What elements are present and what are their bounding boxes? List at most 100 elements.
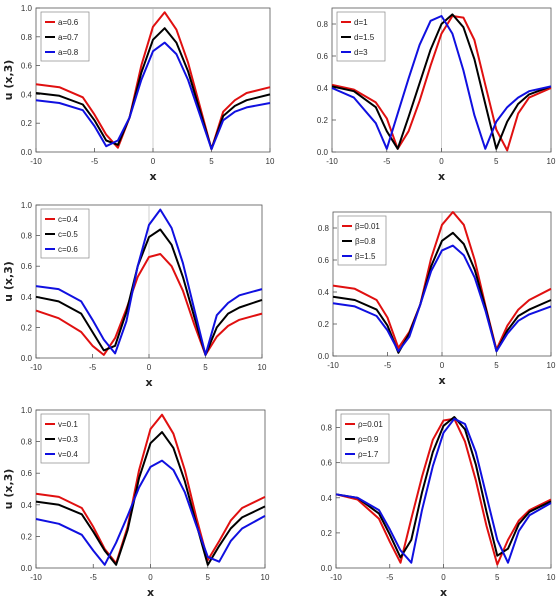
x-tick-label: 5 bbox=[494, 157, 499, 166]
y-axis-label: u (x,3) bbox=[2, 60, 15, 101]
x-tick-label: 0 bbox=[147, 363, 152, 372]
legend-label: v=0.4 bbox=[58, 450, 78, 459]
x-tick-label: -10 bbox=[327, 361, 339, 370]
x-tick-label: -5 bbox=[383, 157, 391, 166]
y-tick-label: 0.8 bbox=[21, 438, 33, 447]
series-line-3 bbox=[331, 15, 552, 150]
y-tick-label: 0.4 bbox=[21, 501, 33, 510]
series-line-1 bbox=[35, 413, 266, 565]
x-tick-label: -5 bbox=[91, 157, 99, 166]
series-line-3 bbox=[35, 459, 266, 566]
series-line-1 bbox=[35, 253, 263, 356]
x-tick-label: 5 bbox=[495, 573, 500, 582]
y-tick-label: 1.0 bbox=[21, 4, 33, 13]
y-tick-label: 0.4 bbox=[317, 84, 329, 93]
x-tick-label: -10 bbox=[326, 157, 338, 166]
y-tick-label: 0.8 bbox=[321, 424, 333, 433]
y-tick-label: 0.2 bbox=[317, 116, 329, 125]
legend-label: d=3 bbox=[354, 48, 368, 57]
y-tick-label: 0.6 bbox=[21, 62, 33, 71]
x-axis-label: x bbox=[440, 586, 447, 599]
y-axis-label: u (x,3) bbox=[2, 469, 15, 510]
y-tick-label: 0.8 bbox=[21, 33, 33, 42]
x-axis-label: x bbox=[149, 170, 156, 183]
x-tick-label: 0 bbox=[148, 573, 153, 582]
x-tick-label: 0 bbox=[151, 157, 156, 166]
x-tick-label: -10 bbox=[30, 363, 42, 372]
y-tick-label: 0.6 bbox=[321, 459, 333, 468]
x-tick-label: -5 bbox=[90, 573, 98, 582]
y-tick-label: 0.4 bbox=[21, 90, 33, 99]
x-tick-label: 10 bbox=[266, 157, 275, 166]
x-axis-label: x bbox=[438, 374, 445, 387]
x-axis-label: x bbox=[147, 586, 154, 599]
legend-label: c=0.4 bbox=[58, 215, 78, 224]
x-tick-label: 10 bbox=[547, 157, 556, 166]
y-tick-label: 0.0 bbox=[21, 354, 33, 363]
y-tick-label: 1.0 bbox=[21, 406, 33, 415]
x-tick-label: 0 bbox=[439, 157, 444, 166]
legend-label: c=0.5 bbox=[58, 230, 78, 239]
x-tick-label: 5 bbox=[206, 573, 211, 582]
legend-label: ρ=0.9 bbox=[358, 435, 379, 444]
legend-label: d=1.5 bbox=[354, 33, 375, 42]
y-tick-label: 0.6 bbox=[318, 256, 330, 265]
legend-label: ρ=0.01 bbox=[358, 420, 383, 429]
x-tick-label: 10 bbox=[547, 573, 556, 582]
legend-label: β=0.8 bbox=[355, 237, 376, 246]
y-tick-label: 0.0 bbox=[318, 352, 330, 361]
panel-top-right: -10 -5 0 5 10 0.0 0.2 0.4 0.6 0.8 d=1 d=1.5 d=3 x bbox=[317, 7, 556, 183]
x-tick-label: -5 bbox=[384, 361, 392, 370]
x-axis-label: x bbox=[438, 170, 445, 183]
x-tick-label: 0 bbox=[440, 361, 445, 370]
y-tick-label: 0.4 bbox=[318, 288, 330, 297]
legend-label: a=0.6 bbox=[58, 18, 79, 27]
y-tick-label: 0.0 bbox=[321, 564, 333, 573]
y-tick-label: 0.8 bbox=[318, 224, 330, 233]
legend-label: a=0.8 bbox=[58, 48, 79, 57]
series-line-3 bbox=[35, 41, 271, 151]
series-line-2 bbox=[332, 231, 552, 354]
x-tick-label: -10 bbox=[30, 573, 42, 582]
y-tick-label: 0.8 bbox=[21, 232, 33, 241]
x-tick-label: 10 bbox=[258, 363, 267, 372]
x-axis-label: x bbox=[145, 376, 152, 389]
panel-middle-left: -10 -5 0 5 10 0.0 0.2 0.4 0.6 0.8 1.0 c=0.4 c=0.5 c=0… bbox=[2, 201, 267, 389]
y-tick-label: 0.6 bbox=[21, 469, 33, 478]
series-line-2 bbox=[35, 27, 271, 151]
series-line-2 bbox=[335, 416, 552, 559]
legend-label: c=0.6 bbox=[58, 245, 78, 254]
legend-label: ρ=1.7 bbox=[358, 450, 379, 459]
y-tick-label: 0.0 bbox=[317, 148, 329, 157]
x-tick-label: 0 bbox=[441, 573, 446, 582]
y-tick-label: 0.6 bbox=[21, 262, 33, 271]
y-tick-label: 0.0 bbox=[21, 148, 33, 157]
x-tick-label: -10 bbox=[330, 573, 342, 582]
y-tick-label: 0.2 bbox=[21, 119, 33, 128]
panel-bottom-left: -10 -5 0 5 10 0.0 0.2 0.4 0.6 0.8 1.0 v=0.1 v=0.3 v=0… bbox=[2, 406, 270, 599]
panel-top-left: -10 -5 0 5 10 0.0 0.2 0.4 0.6 0.8 1.0 a=0.6 a=0.7 a=0… bbox=[2, 4, 275, 183]
y-tick-label: 0.2 bbox=[321, 529, 333, 538]
legend-label: β=1.5 bbox=[355, 252, 376, 261]
x-tick-label: 5 bbox=[494, 361, 499, 370]
x-tick-label: 10 bbox=[547, 361, 556, 370]
series-line-1 bbox=[332, 211, 552, 351]
panel-bottom-right: -10 -5 0 5 10 0.0 0.2 0.4 0.6 0.8 ρ=0.01 ρ=0.9 ρ=1.7… bbox=[321, 409, 556, 599]
y-tick-label: 0.2 bbox=[21, 532, 33, 541]
series-line-1 bbox=[35, 11, 271, 151]
x-tick-label: -5 bbox=[89, 363, 97, 372]
legend-label: d=1 bbox=[354, 18, 368, 27]
y-tick-label: 0.4 bbox=[321, 494, 333, 503]
legend-label: β=0.01 bbox=[355, 222, 380, 231]
x-tick-label: -5 bbox=[386, 573, 394, 582]
series-line-3 bbox=[335, 417, 552, 564]
y-axis-label: u (x,3) bbox=[2, 261, 15, 302]
x-tick-label: 10 bbox=[261, 573, 270, 582]
x-tick-label: -10 bbox=[30, 157, 42, 166]
legend-label: a=0.7 bbox=[58, 33, 79, 42]
series-line-2 bbox=[35, 431, 266, 566]
series-line-1 bbox=[335, 417, 552, 566]
panel-middle-right: -10 -5 0 5 10 0.0 0.2 0.4 0.6 0.8 β=0.01 β=0.8 β=1.5… bbox=[318, 211, 556, 387]
